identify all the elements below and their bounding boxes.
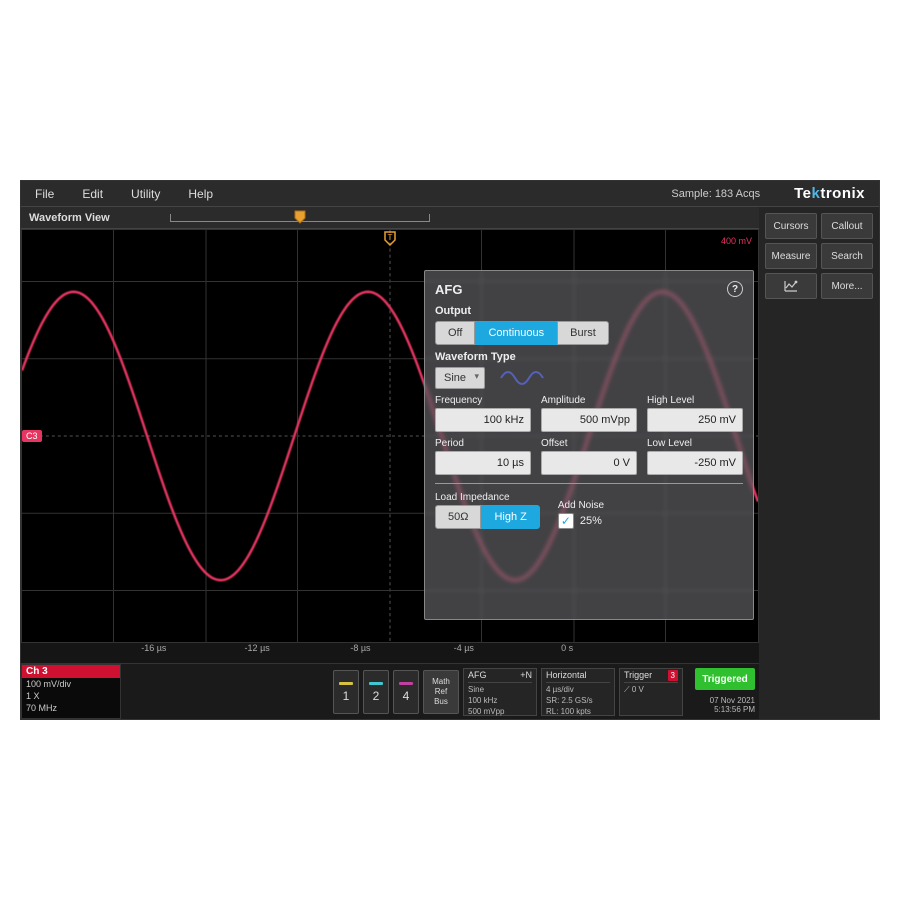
waveform-header: Waveform View bbox=[21, 207, 759, 229]
svg-text:T: T bbox=[388, 233, 393, 242]
channel-1-button[interactable]: 1 bbox=[333, 670, 359, 714]
callout-button[interactable]: Callout bbox=[821, 213, 873, 239]
bottom-bar: Ch 3 100 mV/div 1 X 70 MHz 124 Math Ref … bbox=[21, 663, 759, 719]
cursors-button[interactable]: Cursors bbox=[765, 213, 817, 239]
output-off-button[interactable]: Off bbox=[435, 321, 475, 345]
param-amplitude: Amplitude500 mVpp bbox=[541, 395, 637, 432]
waveform-title: Waveform View bbox=[29, 212, 110, 224]
triggered-button[interactable]: Triggered bbox=[695, 668, 755, 690]
param-value-field[interactable]: 250 mV bbox=[647, 408, 743, 432]
mv-scale-label: 400 mV bbox=[721, 236, 752, 246]
waveform-type-select[interactable]: Sine bbox=[435, 367, 485, 389]
param-value-field[interactable]: 500 mVpp bbox=[541, 408, 637, 432]
load-50ohm-button[interactable]: 50Ω bbox=[435, 505, 481, 529]
param-offset: Offset0 V bbox=[541, 438, 637, 475]
math-ref-bus-button[interactable]: Math Ref Bus bbox=[423, 670, 459, 714]
time-ruler[interactable] bbox=[170, 214, 430, 222]
param-value-field[interactable]: 10 µs bbox=[435, 451, 531, 475]
channel-badge[interactable]: C3 bbox=[22, 430, 42, 442]
menu-bar: File Edit Utility Help Sample: 183 Acqs … bbox=[21, 181, 879, 207]
param-grid: Frequency100 kHz Amplitude500 mVpp High Le… bbox=[435, 395, 743, 475]
plot-tool-button[interactable] bbox=[765, 273, 817, 299]
afg-info-box[interactable]: AFG+N Sine 100 kHz 500 mVpp bbox=[463, 668, 537, 716]
brand-logo: Tektronix bbox=[780, 185, 879, 202]
channel-3-header: Ch 3 bbox=[22, 665, 120, 678]
output-continuous-button[interactable]: Continuous bbox=[475, 321, 557, 345]
trigger-marker-icon[interactable]: T bbox=[383, 230, 397, 246]
output-burst-button[interactable]: Burst bbox=[557, 321, 609, 345]
output-label: Output bbox=[435, 305, 743, 317]
time-axis: -16 µs -12 µs -8 µs -4 µs 0 s bbox=[21, 643, 759, 663]
load-impedance-label: Load Impedance bbox=[435, 492, 540, 503]
time-tick: 0 s bbox=[561, 643, 573, 653]
measure-button[interactable]: Measure bbox=[765, 243, 817, 269]
time-tick: -8 µs bbox=[350, 643, 370, 653]
channel-2-button[interactable]: 2 bbox=[363, 670, 389, 714]
menu-file[interactable]: File bbox=[21, 187, 68, 201]
channel-4-button[interactable]: 4 bbox=[393, 670, 419, 714]
horizontal-info-box[interactable]: Horizontal 4 µs/div SR: 2.5 GS/s RL: 100… bbox=[541, 668, 615, 716]
load-highz-button[interactable]: High Z bbox=[481, 505, 539, 529]
help-icon[interactable]: ? bbox=[727, 281, 743, 297]
side-toolbar: Cursors Callout Measure Search More... bbox=[759, 207, 879, 719]
oscilloscope-app: File Edit Utility Help Sample: 183 Acqs … bbox=[20, 180, 880, 720]
output-mode-segment: Off Continuous Burst bbox=[435, 321, 743, 345]
datetime-display: 07 Nov 2021 5:13:56 PM bbox=[685, 694, 759, 716]
time-tick: -16 µs bbox=[141, 643, 166, 653]
time-tick: -4 µs bbox=[454, 643, 474, 653]
trigger-info-box[interactable]: Trigger3 ⟋ 0 V bbox=[619, 668, 683, 716]
more-button[interactable]: More... bbox=[821, 273, 873, 299]
time-tick: -12 µs bbox=[245, 643, 270, 653]
channel-3-box[interactable]: Ch 3 100 mV/div 1 X 70 MHz bbox=[21, 664, 121, 719]
noise-value-field[interactable]: 25% bbox=[580, 515, 636, 527]
afg-title: AFG bbox=[435, 282, 462, 297]
param-frequency: Frequency100 kHz bbox=[435, 395, 531, 432]
add-noise-checkbox[interactable]: ✓ bbox=[558, 513, 574, 529]
param-value-field[interactable]: 0 V bbox=[541, 451, 637, 475]
param-low-level: Low Level-250 mV bbox=[647, 438, 743, 475]
sample-status: Sample: 183 Acqs bbox=[671, 188, 780, 200]
add-noise-label: Add Noise bbox=[558, 500, 636, 511]
menu-edit[interactable]: Edit bbox=[68, 187, 117, 201]
plot-icon bbox=[783, 279, 799, 293]
trigger-marker-top-icon[interactable] bbox=[294, 210, 306, 224]
sine-preview-icon bbox=[499, 368, 545, 388]
waveform-type-label: Waveform Type bbox=[435, 351, 743, 363]
param-high-level: High Level250 mV bbox=[647, 395, 743, 432]
search-button[interactable]: Search bbox=[821, 243, 873, 269]
param-value-field[interactable]: 100 kHz bbox=[435, 408, 531, 432]
menu-help[interactable]: Help bbox=[174, 187, 227, 201]
waveform-plot[interactable]: C3 400 mV T AFG ? Output Off Continuous bbox=[21, 229, 759, 643]
param-period: Period10 µs bbox=[435, 438, 531, 475]
param-value-field[interactable]: -250 mV bbox=[647, 451, 743, 475]
afg-panel: AFG ? Output Off Continuous Burst Wavefo… bbox=[424, 270, 754, 620]
menu-utility[interactable]: Utility bbox=[117, 187, 174, 201]
